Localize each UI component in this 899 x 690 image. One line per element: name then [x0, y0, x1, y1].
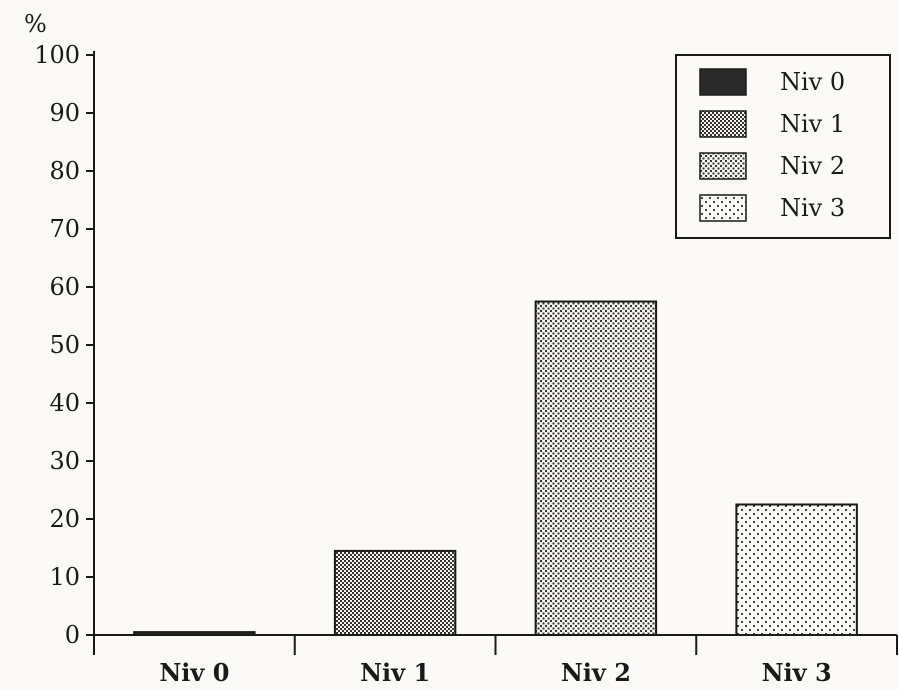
bars: [133, 300, 858, 637]
y-tick-label: 100: [34, 41, 80, 69]
legend-swatch: [699, 68, 747, 96]
x-category-label: Niv 1: [360, 658, 430, 687]
y-tick-label: 70: [49, 215, 80, 243]
y-tick-label: 10: [49, 563, 80, 591]
legend-label: Niv 0: [780, 68, 845, 96]
y-axis-unit: %: [24, 10, 47, 38]
legend-swatch: [699, 194, 747, 222]
legend-label: Niv 2: [780, 152, 845, 180]
y-tick-label: 60: [49, 273, 80, 301]
y-tick-label: 90: [49, 99, 80, 127]
x-category-label: Niv 2: [561, 658, 631, 687]
legend-swatch: [699, 110, 747, 138]
legend-swatch: [699, 152, 747, 180]
bar-niv-2: [534, 300, 658, 636]
legend-label: Niv 1: [780, 110, 845, 138]
bar-niv-3: [735, 503, 858, 636]
y-tick-label: 0: [65, 621, 80, 649]
y-tick-label: 20: [49, 505, 80, 533]
y-tick-label: 50: [49, 331, 80, 359]
y-axis: 0 10 20 30 40 50 60 70 80 90 100: [34, 41, 95, 655]
legend-label: Niv 3: [780, 194, 845, 222]
x-category-label: Niv 0: [159, 658, 229, 687]
y-tick-label: 30: [49, 447, 80, 475]
y-tick-label: 40: [49, 389, 80, 417]
y-tick-label: 80: [49, 157, 80, 185]
bar-niv-1: [333, 549, 457, 637]
x-axis: Niv 0 Niv 1 Niv 2 Niv 3: [93, 634, 898, 687]
legend: Niv 0 Niv 1 Niv 2 Niv 3: [675, 54, 891, 239]
x-category-label: Niv 3: [762, 658, 832, 687]
